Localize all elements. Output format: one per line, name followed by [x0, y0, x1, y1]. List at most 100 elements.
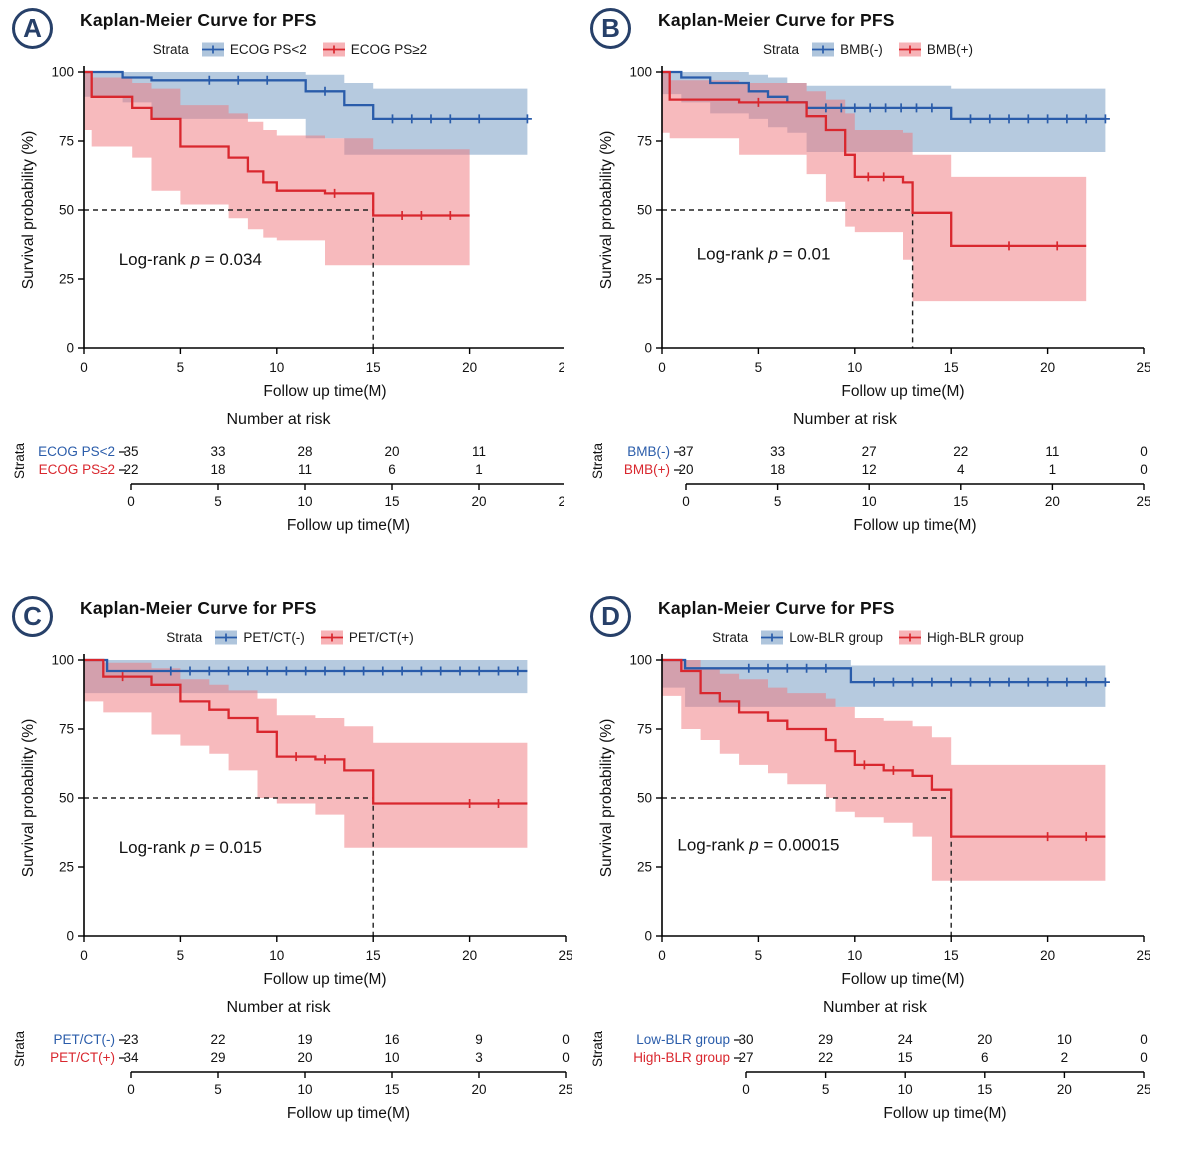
legend-label: ECOG PS<2 [229, 42, 307, 57]
risk-count: 33 [210, 444, 225, 459]
censor-marks-0 [166, 666, 523, 676]
x-tick-label: 25 [558, 360, 564, 375]
risk-x-tick-label: 20 [1057, 1082, 1072, 1097]
x-tick-label: 0 [80, 360, 88, 375]
panel-a: A Kaplan-Meier Curve for PFS Strata ECOG… [0, 0, 578, 588]
risk-count: 9 [475, 1032, 483, 1047]
risk-count: 20 [384, 444, 399, 459]
risk-side-label: Strata [590, 443, 605, 480]
risk-count: 10 [1057, 1032, 1072, 1047]
y-tick-label: 50 [637, 791, 652, 806]
panel-title: Kaplan-Meier Curve for PFS [80, 598, 317, 618]
panel-title: Kaplan-Meier Curve for PFS [658, 598, 895, 618]
risk-title: Number at risk [793, 411, 898, 428]
legend-key-icon [761, 630, 784, 645]
risk-count: 2 [1061, 1050, 1069, 1065]
risk-count: 22 [953, 444, 968, 459]
risk-x-tick-label: 5 [214, 494, 222, 509]
risk-count: 37 [678, 444, 693, 459]
risk-count: 20 [977, 1032, 992, 1047]
panel-c: C Kaplan-Meier Curve for PFS Strata PET/… [0, 588, 578, 1176]
risk-x-tick-label: 25 [558, 1082, 572, 1097]
median-guide-lines [84, 797, 374, 936]
risk-x-tick-label: 20 [471, 494, 486, 509]
legend-key-icon [322, 42, 345, 57]
risk-count: 1 [1049, 462, 1057, 477]
x-tick-label: 5 [755, 948, 763, 963]
legend-entry: BMB(+) [898, 41, 973, 58]
legend-key-icon [215, 630, 238, 645]
strata-legend: Strata BMB(-) BMB(+) [588, 41, 1148, 58]
x-tick-label: 10 [269, 360, 284, 375]
risk-count: 0 [1140, 444, 1148, 459]
x-tick-label: 5 [177, 948, 185, 963]
median-guide-lines [662, 209, 914, 348]
legend-items: Low-BLR group High-BLR group [760, 629, 1024, 646]
censor-marks-1 [859, 760, 1091, 842]
x-axis-label: Follow up time(M) [263, 971, 386, 988]
x-tick-label: 0 [658, 360, 666, 375]
risk-count: 11 [472, 444, 486, 459]
risk-side-label: Strata [12, 443, 27, 480]
legend-label: PET/CT(-) [243, 630, 305, 645]
panel-letter: C [23, 601, 42, 631]
risk-x-tick-label: 5 [822, 1082, 830, 1097]
x-axis-label: Follow up time(M) [841, 383, 964, 400]
risk-x-tick-label: 5 [214, 1082, 222, 1097]
y-axis-label: Survival probability (%) [20, 131, 37, 290]
legend-entry: Low-BLR group [760, 629, 883, 646]
km-curve-1 [662, 658, 1106, 838]
risk-count: 0 [562, 1050, 570, 1065]
km-chart: 0 25 50 75 100 0 5 10 15 20 25 Follow up time(M) Sur… [584, 648, 1150, 992]
y-tick-label: 0 [644, 929, 652, 944]
censor-marks-0 [821, 103, 1110, 124]
panel-d-badge: D [590, 596, 631, 637]
risk-x-axis-label: Follow up time(M) [853, 517, 976, 534]
risk-x-tick-label: 10 [862, 494, 877, 509]
risk-count: 27 [862, 444, 877, 459]
risk-row-label: BMB(-) [627, 444, 670, 459]
km-curve-1 [662, 70, 1087, 248]
strata-legend: Strata ECOG PS<2 ECOG PS≥2 [10, 41, 570, 58]
legend-entry: PET/CT(+) [320, 629, 414, 646]
risk-x-tick-label: 0 [127, 494, 135, 509]
risk-x-axis-label: Follow up time(M) [287, 1105, 410, 1122]
legend-title: Strata [152, 42, 189, 57]
risk-count: 19 [297, 1032, 312, 1047]
risk-count: 6 [981, 1050, 989, 1065]
y-tick-label: 0 [66, 341, 74, 356]
legend-items: BMB(-) BMB(+) [811, 41, 973, 58]
y-tick-label: 100 [51, 653, 74, 668]
risk-x-axis-label: Follow up time(M) [883, 1105, 1006, 1122]
x-tick-label: 20 [1040, 360, 1055, 375]
legend-label: Low-BLR group [789, 630, 884, 645]
risk-count: 22 [818, 1050, 833, 1065]
y-axis-label: Survival probability (%) [598, 131, 615, 290]
risk-x-tick-label: 20 [471, 1082, 486, 1097]
risk-count: 27 [738, 1050, 753, 1065]
risk-x-tick-label: 15 [977, 1082, 992, 1097]
x-tick-label: 20 [1040, 948, 1055, 963]
risk-count: 12 [862, 462, 877, 477]
risk-x-tick-label: 10 [297, 1082, 312, 1097]
legend-title: Strata [166, 630, 203, 645]
x-tick-label: 0 [658, 948, 666, 963]
legend-label: ECOG PS≥2 [350, 42, 428, 57]
ci-band-1 [662, 72, 1087, 302]
strata-legend: Strata PET/CT(-) PET/CT(+) [10, 629, 570, 646]
risk-row-label: Low-BLR group [636, 1032, 730, 1047]
risk-count: 29 [210, 1050, 225, 1065]
panel-title: Kaplan-Meier Curve for PFS [80, 10, 317, 30]
number-at-risk-table: Number at risk Strata PET/CT(-) 23 22 19 16 9 0 P… [6, 992, 572, 1132]
risk-count: 0 [1140, 1050, 1148, 1065]
panel-letter: A [23, 13, 42, 43]
x-tick-label: 25 [1136, 360, 1150, 375]
x-tick-label: 5 [177, 360, 185, 375]
x-tick-label: 25 [1136, 948, 1150, 963]
legend-entry: High-BLR group [898, 629, 1024, 646]
legend-key-icon [812, 42, 835, 57]
number-at-risk-table: Number at risk Strata ECOG PS<2 35 33 28 20 11 E… [6, 404, 564, 544]
